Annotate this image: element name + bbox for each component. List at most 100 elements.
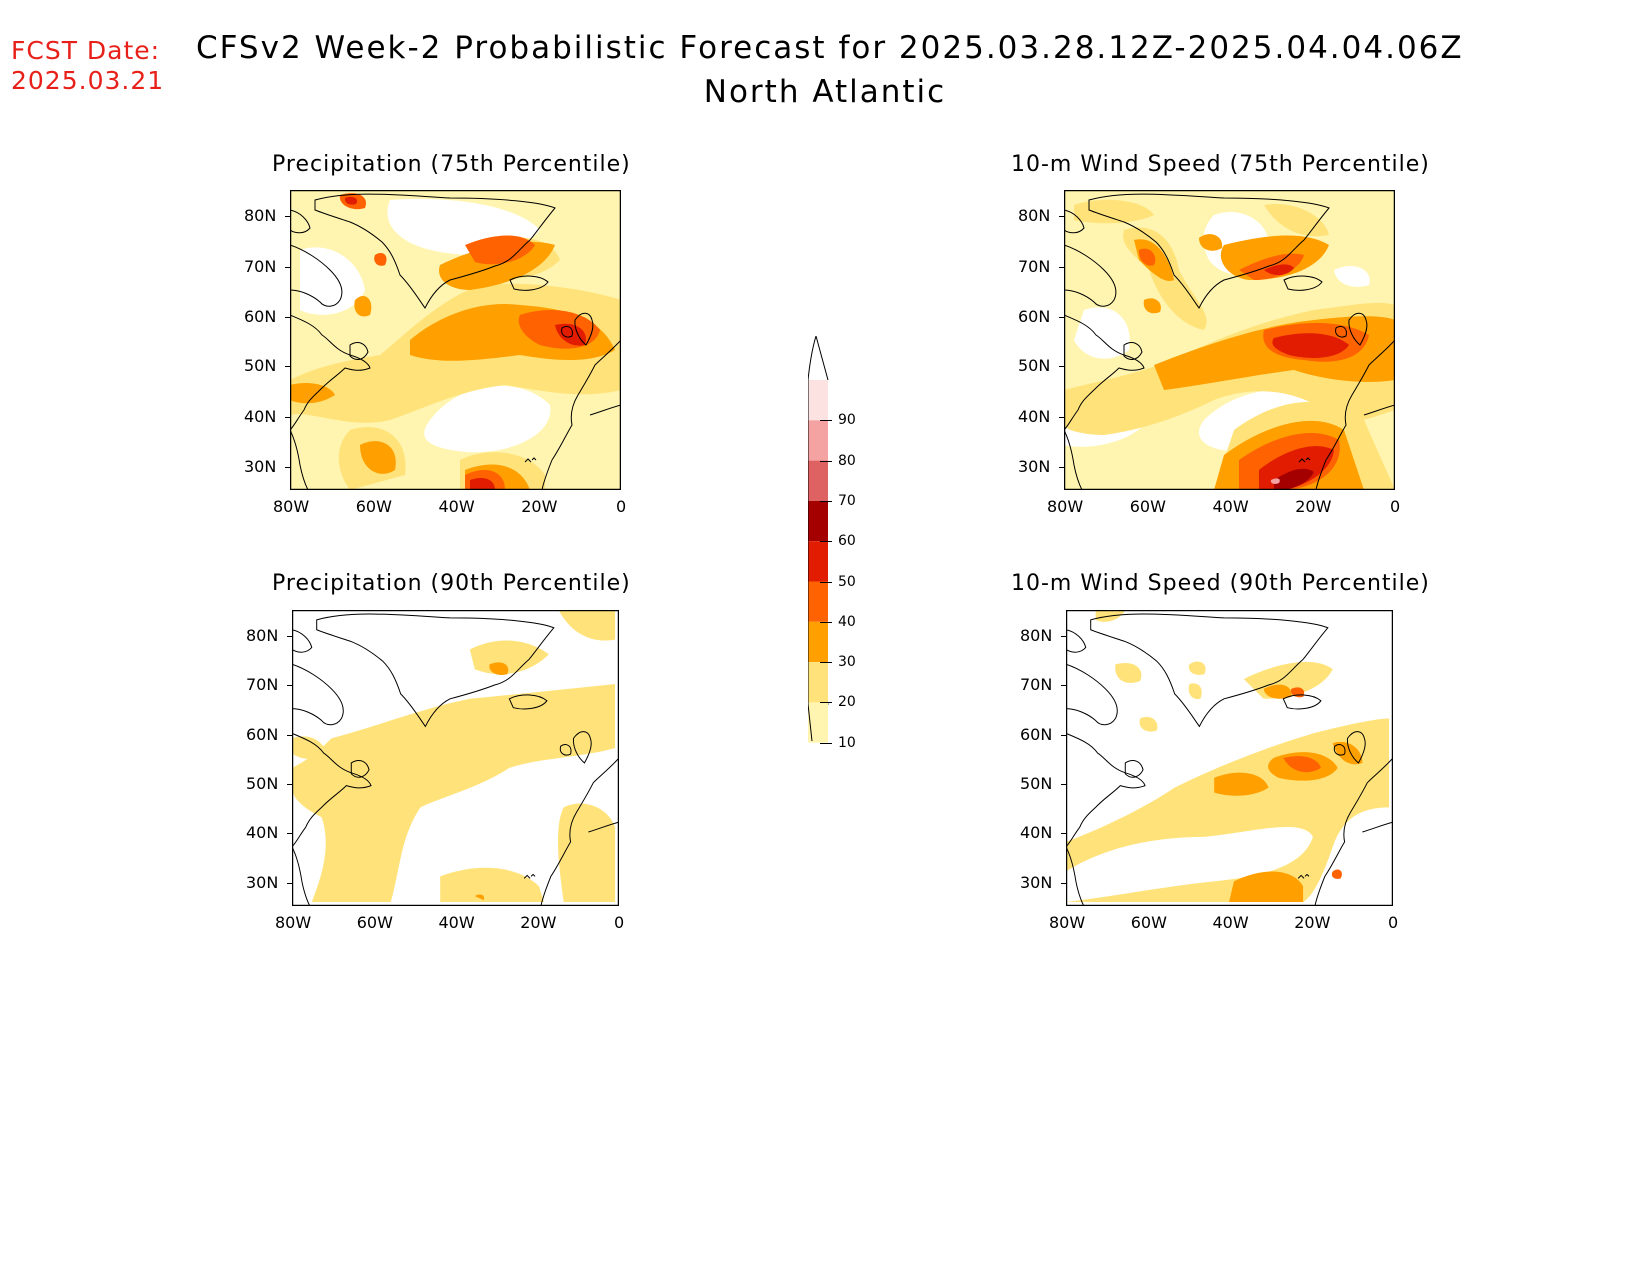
colorbar-level-label: 60 xyxy=(838,533,856,550)
panel-title-precip-90: Precipitation (90th Percentile) xyxy=(272,571,631,596)
colorbar-segment xyxy=(808,581,828,622)
map-precip-75 xyxy=(290,190,621,490)
colorbar-level-label: 90 xyxy=(838,412,856,429)
lon-tick-label: 60W xyxy=(1130,913,1167,932)
lat-tick-mark xyxy=(287,784,292,786)
lat-tick-label: 40N xyxy=(244,406,277,426)
lat-tick-mark xyxy=(285,466,290,468)
colorbar-level-label: 30 xyxy=(838,654,856,671)
lat-tick-label: 30N xyxy=(246,872,279,892)
lat-tick-label: 50N xyxy=(244,356,277,376)
lat-tick-mark xyxy=(287,685,292,687)
lon-tick-label: 60W xyxy=(356,913,393,932)
colorbar-segment xyxy=(808,380,828,421)
colorbar-tick-mark xyxy=(820,702,832,704)
colorbar-level-label: 80 xyxy=(838,452,856,469)
lat-tick-label: 60N xyxy=(246,724,279,744)
colorbar-tick-mark xyxy=(820,420,832,422)
lon-tick-label: 60W xyxy=(1129,497,1166,516)
colorbar-tick-mark xyxy=(820,500,832,502)
lat-tick-label: 40N xyxy=(1018,406,1051,426)
lon-tick-label: 40W xyxy=(1212,497,1249,516)
lon-tick-label: 80W xyxy=(1049,913,1086,932)
lat-tick-label: 50N xyxy=(1020,774,1053,794)
colorbar-tick-mark xyxy=(820,662,832,664)
lon-tick-label: 20W xyxy=(521,497,558,516)
colorbar-tick-mark xyxy=(820,541,832,543)
colorbar-tick-mark xyxy=(820,621,832,623)
lat-tick-mark xyxy=(285,366,290,368)
colorbar-tick-mark xyxy=(820,581,832,583)
lat-tick-label: 40N xyxy=(1020,823,1053,843)
lat-tick-mark xyxy=(1061,636,1066,638)
colorbar-segment xyxy=(808,420,828,461)
lat-tick-label: 70N xyxy=(244,256,277,276)
lon-tick-label: 20W xyxy=(520,913,557,932)
lat-tick-label: 30N xyxy=(1020,872,1053,892)
lat-tick-label: 80N xyxy=(246,626,279,646)
lon-tick-label: 40W xyxy=(438,913,475,932)
colorbar-segment xyxy=(808,460,828,501)
page-title: CFSv2 Week-2 Probabilistic Forecast for … xyxy=(196,30,1464,66)
colorbar-level-label: 40 xyxy=(838,613,856,630)
lon-tick-label: 20W xyxy=(1294,913,1331,932)
lon-tick-label: 20W xyxy=(1295,497,1332,516)
lat-tick-mark xyxy=(1059,316,1064,318)
colorbar xyxy=(808,336,829,743)
lon-tick-label: 80W xyxy=(1047,497,1084,516)
lat-tick-mark xyxy=(287,882,292,884)
colorbar-segment xyxy=(808,500,828,542)
lat-tick-label: 80N xyxy=(244,206,277,226)
lon-tick-label: 60W xyxy=(355,497,392,516)
lon-tick-label: 80W xyxy=(273,497,310,516)
lon-tick-label: 80W xyxy=(275,913,312,932)
colorbar-segment xyxy=(808,541,828,582)
lat-tick-label: 80N xyxy=(1020,626,1053,646)
lat-tick-mark xyxy=(285,266,290,268)
lat-tick-label: 80N xyxy=(1018,206,1051,226)
map-precip-90 xyxy=(292,610,619,906)
lat-tick-label: 70N xyxy=(1018,256,1051,276)
lon-tick-label: 0 xyxy=(1390,497,1401,516)
lon-tick-label: 0 xyxy=(614,913,625,932)
lat-tick-mark xyxy=(1059,216,1064,218)
colorbar-level-label: 20 xyxy=(838,694,856,711)
lat-tick-mark xyxy=(287,636,292,638)
colorbar-segment xyxy=(808,662,828,703)
lon-tick-label: 0 xyxy=(1388,913,1399,932)
colorbar-level-label: 10 xyxy=(838,734,856,751)
fcst-date-caption: FCST Date: xyxy=(11,36,161,65)
lat-tick-mark xyxy=(1061,882,1066,884)
panel-title-precip-75: Precipitation (75th Percentile) xyxy=(272,152,631,177)
lat-tick-label: 60N xyxy=(1018,306,1051,326)
lat-tick-label: 70N xyxy=(246,675,279,695)
lat-tick-mark xyxy=(1059,366,1064,368)
lat-tick-label: 50N xyxy=(1018,356,1051,376)
lat-tick-mark xyxy=(285,216,290,218)
lat-tick-label: 40N xyxy=(246,823,279,843)
map-wind-90 xyxy=(1066,610,1393,906)
lat-tick-mark xyxy=(287,833,292,835)
lat-tick-mark xyxy=(285,416,290,418)
colorbar-segment xyxy=(808,621,828,663)
lat-tick-label: 30N xyxy=(1018,456,1051,476)
lat-tick-label: 70N xyxy=(1020,675,1053,695)
lat-tick-mark xyxy=(1061,784,1066,786)
colorbar-level-label: 50 xyxy=(838,573,856,590)
map-wind-75 xyxy=(1064,190,1395,490)
lon-tick-label: 40W xyxy=(438,497,475,516)
panel-title-wind-75: 10-m Wind Speed (75th Percentile) xyxy=(1011,152,1430,177)
lat-tick-mark xyxy=(1061,734,1066,736)
lat-tick-mark xyxy=(1059,266,1064,268)
lat-tick-label: 30N xyxy=(244,456,277,476)
panel-title-wind-90: 10-m Wind Speed (90th Percentile) xyxy=(1011,571,1430,596)
lat-tick-mark xyxy=(287,734,292,736)
colorbar-level-label: 70 xyxy=(838,492,856,509)
lon-tick-label: 40W xyxy=(1212,913,1249,932)
colorbar-tick-mark xyxy=(820,742,832,744)
lon-tick-label: 0 xyxy=(616,497,627,516)
forecast-date-label: FCST Date: 2025.03.21 xyxy=(11,36,164,96)
lat-tick-label: 60N xyxy=(244,306,277,326)
lat-tick-mark xyxy=(285,316,290,318)
lat-tick-mark xyxy=(1061,833,1066,835)
